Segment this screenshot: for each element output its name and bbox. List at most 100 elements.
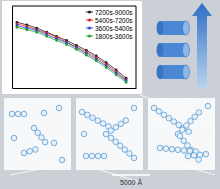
particle (42, 139, 48, 145)
particle (113, 124, 119, 130)
legend-line (86, 12, 93, 13)
cylinder-end (183, 43, 190, 57)
particle (41, 110, 47, 116)
data-point (45, 35, 48, 38)
particle (192, 114, 198, 120)
particle (21, 150, 27, 156)
particle (188, 118, 194, 124)
x-axis (13, 88, 137, 89)
data-point (115, 73, 118, 76)
data-point (35, 28, 38, 31)
particle (169, 146, 175, 152)
tem-background (0, 0, 220, 189)
particle (161, 112, 167, 118)
panel-box (76, 98, 143, 170)
particle (191, 153, 197, 159)
particle (123, 118, 129, 124)
particle (113, 139, 119, 145)
frame-right (136, 6, 137, 88)
particle (175, 147, 181, 153)
panel-box (4, 98, 71, 170)
legend: 7200s-9000s5400s-7200s3600s-5400s1800s-3… (86, 9, 133, 40)
particle (157, 145, 163, 151)
legend-label: 3600s-5400s (95, 25, 133, 32)
particle (181, 148, 187, 154)
cylinder-end (183, 21, 190, 35)
particle (31, 125, 37, 131)
legend-label: 7200s-9000s (95, 9, 133, 16)
particle (185, 143, 191, 149)
particle (83, 153, 89, 159)
legend-marker (88, 11, 91, 14)
legend-entry: 3600s-5400s (86, 25, 133, 32)
particle (100, 121, 106, 127)
arrow (192, 3, 212, 88)
particle (35, 130, 41, 136)
data-point (105, 66, 108, 69)
particle (15, 111, 21, 117)
data-point (85, 54, 88, 57)
particle (89, 153, 95, 159)
data-point (125, 78, 128, 81)
particle (197, 152, 203, 158)
cylinder-body (160, 43, 186, 57)
particle (95, 153, 101, 159)
data-point (75, 46, 78, 49)
background (0, 0, 220, 189)
particle (184, 123, 190, 129)
particle (131, 105, 137, 111)
particle (81, 131, 87, 137)
panel-box (148, 98, 215, 170)
particle (181, 138, 187, 144)
data-point (55, 35, 58, 38)
particle (131, 155, 137, 161)
y-axis (12, 7, 13, 89)
cylinder-body (160, 65, 186, 79)
schematic-panel (4, 98, 71, 170)
legend-line (86, 36, 93, 37)
particle (205, 103, 211, 109)
cylinder-end (183, 65, 190, 79)
particle (179, 127, 185, 133)
particle (103, 131, 109, 137)
particle (163, 146, 169, 152)
particle (185, 153, 191, 159)
particle (122, 147, 128, 153)
particle (186, 129, 192, 135)
legend-marker (88, 19, 91, 22)
legend-marker (88, 27, 91, 30)
scale-label: 5000 Å (120, 178, 143, 186)
data-point (55, 39, 58, 42)
figure: 7200s-9000s5400s-7200s3600s-5400s1800s-3… (0, 0, 220, 189)
data-point (95, 60, 98, 63)
particle (9, 111, 15, 117)
particle (156, 109, 162, 115)
data-point (65, 43, 68, 46)
particle (108, 128, 114, 134)
chart: 7200s-9000s5400s-7200s3600s-5400s1800s-3… (12, 6, 137, 89)
chart-background (2, 1, 142, 94)
cylinder (157, 21, 190, 35)
scale-bar (112, 174, 150, 176)
data-point (35, 31, 38, 34)
cylinder-end (157, 43, 164, 57)
particle (51, 140, 57, 146)
particle (56, 105, 62, 111)
particle (101, 153, 107, 159)
particle (33, 147, 39, 153)
particle (151, 105, 157, 111)
particle (11, 135, 17, 141)
cylinder-body (160, 21, 186, 35)
particle (21, 111, 27, 117)
particle (95, 118, 101, 124)
cylinder-end (157, 21, 164, 35)
data-point (45, 31, 48, 34)
particle (108, 135, 114, 141)
particle (166, 115, 172, 121)
data-point (75, 48, 78, 51)
particle (118, 121, 124, 127)
particle (27, 148, 33, 154)
legend-entry: 5400s-7200s (86, 17, 133, 24)
cylinder (157, 43, 190, 57)
legend-line (86, 20, 93, 21)
